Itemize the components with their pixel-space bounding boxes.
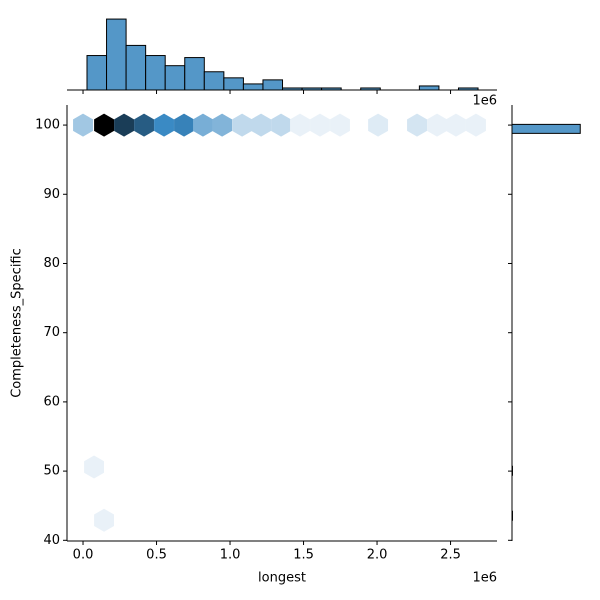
hexbin-cell [94,508,115,532]
y-tick-label: 70 [43,325,60,340]
y-tick-label: 40 [43,533,60,548]
top-offset-label: 1e6 [472,94,497,109]
hexbin-cell [73,113,93,137]
hexbin-cell [271,113,291,137]
hexbin-cell [407,113,427,137]
y-tick-label: 90 [43,187,60,202]
x-tick-label: 2.5 [440,548,461,563]
x-tick-label: 1.5 [293,548,314,563]
histogram-bar [223,77,244,91]
histogram-bar [164,65,186,91]
histogram-bar [301,87,323,91]
y-tick-label: 60 [43,394,60,409]
histogram-bar [125,44,147,91]
histogram-bar [360,87,381,91]
hexbin-cell [427,113,447,137]
histogram-bar [418,85,440,91]
hexbin-cell [290,113,310,137]
y-tick-label: 80 [43,256,60,271]
y-tick-label: 50 [43,464,60,479]
x-tick-label: 0.5 [146,548,167,563]
histogram-bar [203,71,225,91]
x-tick-label: 1.0 [220,548,241,563]
hexbin-cell [134,113,154,137]
hexbin-cell [154,113,174,137]
x-offset-label: 1e6 [472,571,497,586]
hexbin-cell [446,113,466,137]
histogram-bar [282,87,303,91]
histogram-bar [106,18,127,91]
x-axis-label: longest [258,571,306,586]
hexbin-cell [330,113,350,137]
hexbin-cell [174,113,194,137]
hexbin-cell [310,113,330,137]
hexbin-cell [84,455,105,479]
hexbin-cell [232,113,253,137]
x-tick-label: 0.0 [73,548,94,563]
hexbin-cell [114,113,134,137]
hexbin-cell [466,113,486,137]
histogram-bar [145,55,166,91]
x-tick-label: 2.0 [367,548,388,563]
hexbin-cell [368,113,389,137]
histogram-bar [262,79,284,91]
hexbin-cell [94,113,115,137]
y-tick-label: 100 [35,118,60,133]
hexbin-cell [212,113,233,137]
histogram-bar [242,83,264,91]
histogram-bar [457,87,479,91]
y-axis-label: Completeness_Specific [10,248,25,398]
hexbin-cell [193,113,213,137]
hexbin-cell [251,113,272,137]
histogram-bar [511,123,581,134]
histogram-bar [184,57,205,91]
histogram-bar [86,55,108,91]
histogram-bar [321,87,342,91]
